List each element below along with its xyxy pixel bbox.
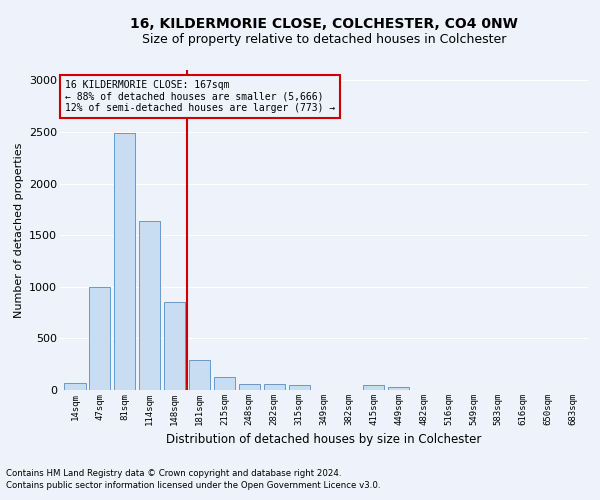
X-axis label: Distribution of detached houses by size in Colchester: Distribution of detached houses by size … <box>166 434 482 446</box>
Bar <box>89 287 110 390</box>
Bar <box>189 360 210 390</box>
Bar <box>164 302 185 390</box>
Bar <box>114 133 136 390</box>
Bar <box>263 384 285 390</box>
Bar <box>139 220 160 390</box>
Bar <box>289 385 310 390</box>
Bar <box>363 385 385 390</box>
Text: 16 KILDERMORIE CLOSE: 167sqm
← 88% of detached houses are smaller (5,666)
12% of: 16 KILDERMORIE CLOSE: 167sqm ← 88% of de… <box>65 80 335 113</box>
Bar <box>388 387 409 390</box>
Bar <box>239 384 260 390</box>
Text: Contains HM Land Registry data © Crown copyright and database right 2024.: Contains HM Land Registry data © Crown c… <box>6 468 341 477</box>
Bar <box>64 383 86 390</box>
Y-axis label: Number of detached properties: Number of detached properties <box>14 142 23 318</box>
Text: 16, KILDERMORIE CLOSE, COLCHESTER, CO4 0NW: 16, KILDERMORIE CLOSE, COLCHESTER, CO4 0… <box>130 18 518 32</box>
Text: Contains public sector information licensed under the Open Government Licence v3: Contains public sector information licen… <box>6 481 380 490</box>
Bar <box>214 376 235 390</box>
Text: Size of property relative to detached houses in Colchester: Size of property relative to detached ho… <box>142 32 506 46</box>
